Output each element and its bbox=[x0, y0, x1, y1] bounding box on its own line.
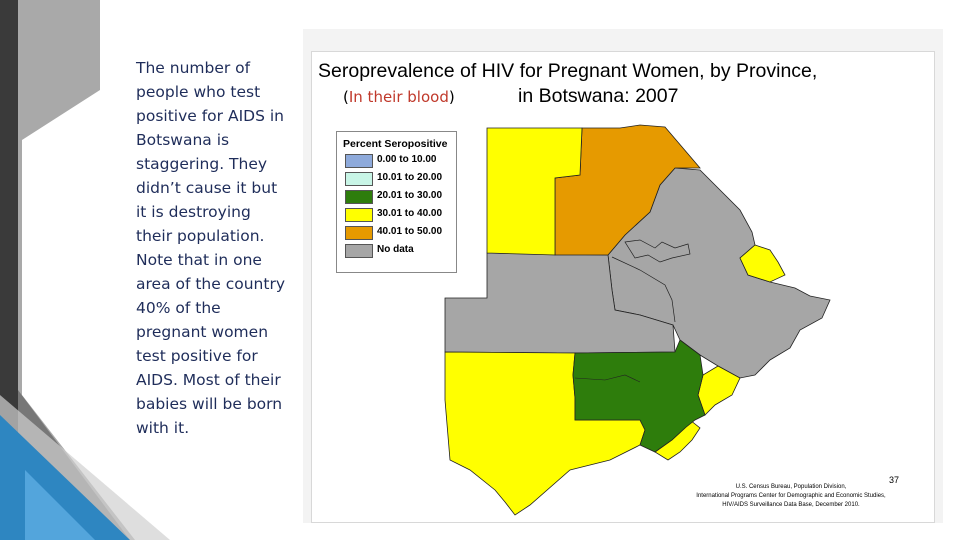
inner-green-boundary bbox=[574, 374, 641, 383]
map-title-line2: in Botswana: 2007 bbox=[518, 85, 679, 107]
map-legend: Percent Seropositive 0.00 to 10.00 10.01… bbox=[336, 131, 457, 273]
credit-line-1: U.S. Census Bureau, Population Division, bbox=[735, 484, 847, 490]
delta-water-outline bbox=[624, 239, 691, 263]
body-text: The number of people who test positive f… bbox=[136, 59, 285, 437]
legend-label: 10.01 to 20.00 bbox=[377, 172, 443, 183]
subtitle-close-paren: ) bbox=[448, 88, 455, 106]
legend-label: 0.00 to 10.00 bbox=[377, 154, 437, 165]
legend-swatch bbox=[345, 226, 373, 240]
credit-line-3: HIV/AIDS Surveillance Data Base, Decembe… bbox=[722, 502, 860, 508]
legend-label: 40.01 to 50.00 bbox=[377, 226, 443, 237]
subtitle-open-paren: ( bbox=[343, 88, 349, 106]
province-east-small-yellow bbox=[739, 244, 786, 283]
legend-title: Percent Seropositive bbox=[343, 138, 448, 150]
internal-boundary bbox=[611, 256, 676, 323]
province-south-green bbox=[572, 339, 706, 453]
credit-line-2: International Programs Center for Demogr… bbox=[696, 493, 886, 499]
map-title-line1: Seroprevalence of HIV for Pregnant Women… bbox=[318, 60, 818, 82]
legend-swatch bbox=[345, 244, 373, 258]
legend-label: 20.01 to 30.00 bbox=[377, 190, 443, 201]
legend-label: 30.01 to 40.00 bbox=[377, 208, 443, 219]
subtitle-text: In their blood bbox=[348, 88, 449, 106]
decor-stripe-blue-light bbox=[25, 470, 95, 540]
legend-swatch bbox=[345, 172, 373, 186]
legend-label: No data bbox=[377, 244, 414, 255]
legend-swatch bbox=[345, 190, 373, 204]
legend-swatch bbox=[345, 208, 373, 222]
province-north-west-yellow bbox=[486, 127, 583, 256]
legend-swatch bbox=[345, 154, 373, 168]
province-north-orange bbox=[554, 124, 701, 256]
page-number: 37 bbox=[889, 475, 900, 485]
province-central-gray bbox=[444, 252, 676, 354]
map-subtitle: (In their blood) bbox=[343, 88, 455, 106]
